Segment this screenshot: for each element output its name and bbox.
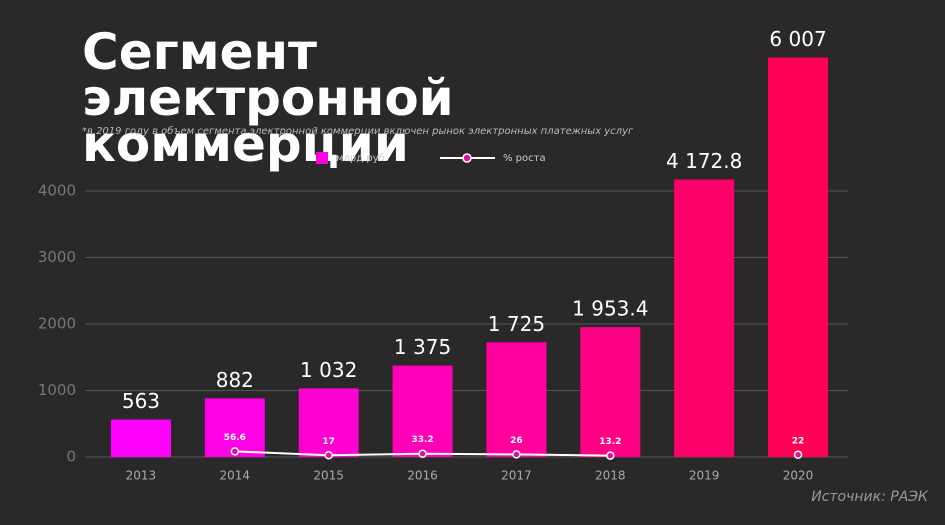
growth-label: 22 <box>792 436 805 446</box>
bar <box>674 179 735 458</box>
legend-marker <box>462 153 472 163</box>
x-tick-label: 2013 <box>126 469 157 483</box>
data-label: 1 725 <box>488 312 545 336</box>
growth-point <box>512 450 521 459</box>
x-tick-label: 2015 <box>313 469 344 483</box>
legend-label: % роста <box>503 153 546 164</box>
growth-point <box>230 447 240 456</box>
bar <box>110 419 171 457</box>
source: Источник: РАЭК <box>811 489 929 505</box>
chart-title: Сегмент электронной коммерции <box>82 23 454 173</box>
y-tick-label: 4000 <box>38 182 76 200</box>
growth-point <box>793 450 803 460</box>
data-label: 882 <box>216 368 254 392</box>
y-tick-label: 2000 <box>38 315 76 333</box>
bar <box>486 342 547 457</box>
growth-label: 56.6 <box>224 433 246 443</box>
x-tick-label: 2018 <box>595 469 626 483</box>
y-tick-label: 0 <box>66 448 76 466</box>
data-label: 6 007 <box>769 27 826 51</box>
x-tick-label: 2017 <box>501 469 532 483</box>
y-tick-label: 3000 <box>38 248 76 266</box>
bar <box>298 388 359 457</box>
data-label: 1 032 <box>300 358 357 382</box>
growth-label: 33.2 <box>411 435 433 445</box>
x-tick-label: 2020 <box>783 469 814 483</box>
chart-subtitle: *в 2019 году в объем сегмента электронно… <box>82 125 634 137</box>
growth-label: 26 <box>510 436 523 446</box>
data-label: 563 <box>122 389 160 413</box>
bar <box>580 327 641 457</box>
legend-label: млрд руб. <box>336 153 388 164</box>
x-tick-label: 2014 <box>220 469 251 483</box>
bar <box>768 57 829 458</box>
growth-label: 17 <box>322 437 335 447</box>
growth-point <box>606 451 615 460</box>
growth-point <box>324 451 333 460</box>
data-label: 1 953.4 <box>572 297 648 321</box>
data-label: 4 172.8 <box>666 149 742 173</box>
bar <box>392 365 453 457</box>
y-tick-label: 1000 <box>38 381 76 399</box>
data-label: 1 375 <box>394 335 451 359</box>
legend-swatch <box>316 152 328 164</box>
growth-label: 13.2 <box>599 437 621 447</box>
x-tick-label: 2019 <box>689 469 720 483</box>
x-tick-label: 2016 <box>407 469 438 483</box>
growth-point <box>418 449 427 458</box>
